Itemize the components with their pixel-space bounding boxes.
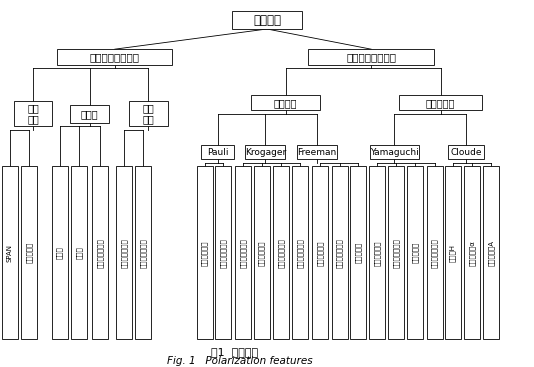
Text: Yamaguchi: Yamaguchi [370,148,419,157]
Bar [251,95,320,110]
Bar [448,145,484,159]
Text: 体散射分量: 体散射分量 [412,242,419,264]
Text: 特征值: 特征值 [57,247,63,259]
Bar [297,145,337,159]
Bar [388,166,404,339]
Bar [369,166,385,339]
Text: 极化特征: 极化特征 [253,14,281,27]
Bar [370,145,419,159]
Text: 相关
系数: 相关 系数 [143,103,154,124]
Text: Krogager: Krogager [245,148,286,157]
Text: 体散射分量: 体散射分量 [355,242,362,264]
Text: SPAN: SPAN [6,244,13,262]
Text: 螺旋体散射分量: 螺旋体散射分量 [297,238,303,268]
Bar [215,166,231,339]
Text: 非相干分解: 非相干分解 [426,98,456,108]
Bar [92,166,108,339]
Text: 二面体散射分量: 二面体散射分量 [220,238,226,268]
Text: 极化数据变换特征: 极化数据变换特征 [90,52,140,62]
Bar [292,166,308,339]
Bar [235,166,251,339]
Bar [201,145,234,159]
Bar [464,166,480,339]
Bar [14,101,52,126]
Text: 二面体散射分量: 二面体散射分量 [278,238,284,268]
Bar [21,166,37,339]
Bar [312,166,328,339]
Text: 各通道强度: 各通道强度 [26,242,33,264]
Bar [254,166,270,339]
Bar [332,166,348,339]
Bar [71,166,87,339]
Text: 二面体散射分量: 二面体散射分量 [393,238,399,268]
Text: 散射熵H: 散射熵H [450,244,456,262]
Text: 圆极化相关系数: 圆极化相关系数 [140,238,146,268]
Text: 不对称散射分量: 不对称散射分量 [240,238,246,268]
Bar [2,166,18,339]
Bar [70,105,109,123]
Text: 极化目标分解特征: 极化目标分解特征 [346,52,396,62]
Text: 平均散射角α: 平均散射角α [469,240,475,266]
Bar [445,166,461,339]
Text: Fig. 1   Polarization features: Fig. 1 Polarization features [168,356,313,367]
Text: 线极化相关系数: 线极化相关系数 [121,238,127,268]
Bar [273,166,289,339]
Bar [483,166,499,339]
Text: Freeman: Freeman [297,148,337,157]
Bar [197,166,213,339]
Text: 特征值: 特征值 [81,109,99,119]
Text: 基于特征值参数: 基于特征值参数 [97,238,104,268]
Text: 平面散射分量: 平面散射分量 [374,240,380,266]
Bar [116,166,132,339]
Text: 强度
特征: 强度 特征 [27,103,39,124]
Bar [129,101,168,126]
Text: 相干分解: 相干分解 [274,98,297,108]
Bar [399,95,482,110]
Text: Cloude: Cloude [451,148,482,157]
Bar [427,166,443,339]
Bar [52,166,68,339]
Text: 伪概率: 伪概率 [76,247,82,259]
Bar [232,11,302,29]
Bar [407,166,423,339]
Bar [246,145,285,159]
Bar [135,166,151,339]
Text: 二面体散射分量: 二面体散射分量 [336,238,343,268]
Text: 平面散射分量: 平面散射分量 [258,240,265,266]
Bar [58,49,172,65]
Bar [308,49,434,65]
Text: 图1  极化特征: 图1 极化特征 [211,346,258,357]
Text: 各向异性度A: 各向异性度A [488,240,494,266]
Text: 单次散射分量: 单次散射分量 [201,240,208,266]
Text: Pauli: Pauli [207,148,229,157]
Bar [350,166,366,339]
Text: 螺旋体散射分量: 螺旋体散射分量 [431,238,438,268]
Text: 表面散射分量: 表面散射分量 [317,240,324,266]
